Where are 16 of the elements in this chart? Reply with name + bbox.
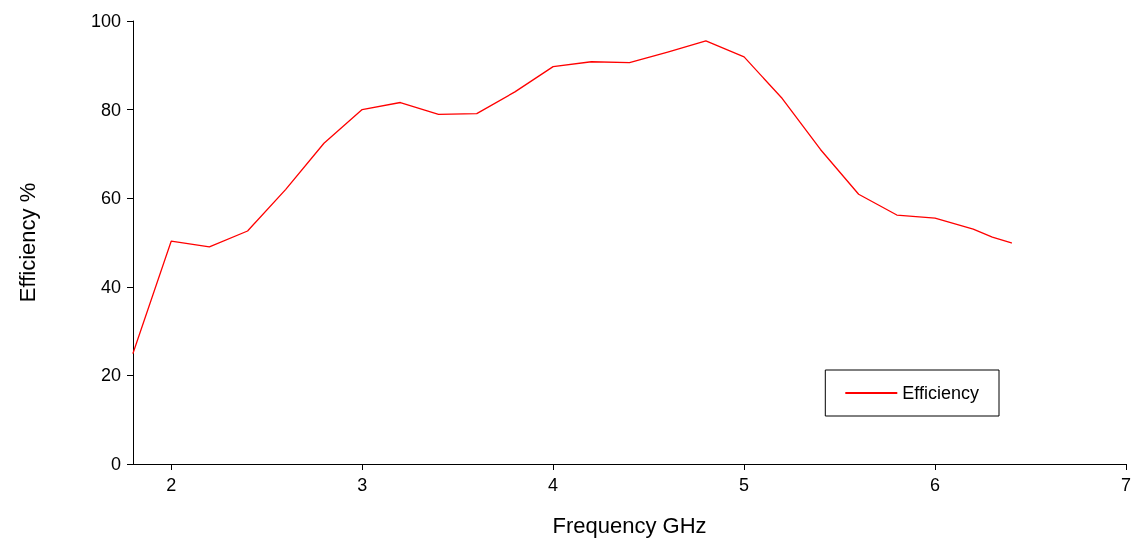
y-tick-label: 40 [100,276,121,297]
x-axis-title: Frequency GHz [552,512,707,538]
y-tick-label: 100 [90,11,121,31]
y-tick-label: 20 [100,365,121,386]
x-tick-label: 5 [739,475,750,495]
legend-label: Efficiency [902,383,979,403]
x-tick-label: 6 [930,475,941,495]
line-series [132,40,1013,354]
x-tick-label: 2 [166,475,177,495]
y-axis-title: Efficiency % [14,182,40,303]
y-tick-label: 60 [100,188,121,209]
x-tick-label: 3 [357,475,368,495]
y-tick-label: 80 [100,99,121,120]
x-tick-label: 4 [548,475,559,495]
y-tick-label: 0 [110,454,121,474]
x-tick-label: 7 [1120,475,1131,495]
